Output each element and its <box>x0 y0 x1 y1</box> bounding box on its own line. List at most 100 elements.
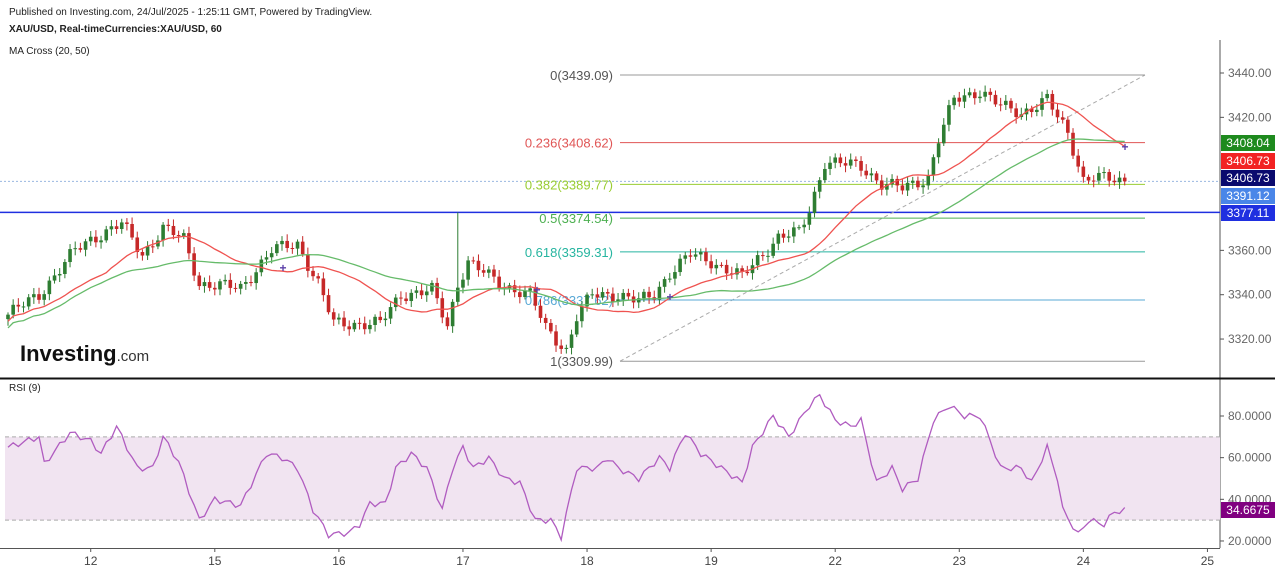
candle-body <box>337 317 341 320</box>
candle-body <box>218 281 222 290</box>
candle-body <box>585 294 589 307</box>
candle-body <box>972 92 977 99</box>
candle-body <box>47 280 52 295</box>
candle-body <box>678 258 682 273</box>
candle-body <box>1117 177 1122 183</box>
candle-body <box>78 248 83 250</box>
candle-body <box>202 282 207 287</box>
candle-body <box>42 294 46 300</box>
time-tick-label: 22 <box>829 554 843 568</box>
candle-body <box>1091 180 1096 182</box>
candle-body <box>600 292 605 298</box>
candle-body <box>1029 108 1034 113</box>
candle-body <box>1055 109 1060 118</box>
candle-body <box>616 299 620 302</box>
fib-level-label: 0.5(3374.54) <box>539 211 613 226</box>
candle-body <box>52 275 57 281</box>
candle-body <box>461 279 465 288</box>
candle-body <box>817 180 822 192</box>
candle-body <box>21 306 26 308</box>
candle-body <box>859 160 863 171</box>
candle-body <box>698 252 703 255</box>
candle-body <box>83 241 88 250</box>
rsi-label[interactable]: RSI (9) <box>9 383 41 394</box>
candle-body <box>962 95 967 102</box>
candle-body <box>823 168 827 181</box>
candle-body <box>1097 172 1101 181</box>
candle-body <box>740 268 744 272</box>
candle-body <box>430 282 434 292</box>
candle-body <box>99 240 103 243</box>
candle-body <box>264 257 269 260</box>
rsi-line <box>7 393 1126 543</box>
candle-body <box>662 279 667 287</box>
candle-body <box>26 297 31 307</box>
candle-body <box>864 170 869 176</box>
candle-body <box>492 269 496 277</box>
candle-body <box>879 180 884 190</box>
time-tick-label: 23 <box>953 554 967 568</box>
candle-body <box>967 92 972 96</box>
candle-body <box>140 252 145 256</box>
price-tick-label: 3420.00 <box>1228 110 1272 124</box>
candle-body <box>957 97 962 102</box>
candle-body <box>171 225 176 236</box>
candle-body <box>1050 93 1055 110</box>
price-tag-ma20: 3406.73 <box>1221 153 1275 169</box>
candle-body <box>549 322 553 332</box>
candle-body <box>249 282 253 284</box>
candle-body <box>150 246 155 248</box>
price-tick-label: 3440.00 <box>1228 66 1272 80</box>
candle-body <box>931 157 936 176</box>
ma-cross-marker: + <box>666 290 673 304</box>
candle-body <box>983 91 987 97</box>
candle-body <box>605 292 610 294</box>
candle-body <box>518 292 522 298</box>
candle-body <box>848 159 853 166</box>
candle-body <box>890 178 894 185</box>
candle-body <box>978 96 982 99</box>
candle-body <box>807 213 812 225</box>
candle-body <box>409 292 414 302</box>
rsi-tick-label: 20.0000 <box>1228 534 1272 548</box>
rsi-band <box>5 436 1220 521</box>
fib-level-label: 0.618(3359.31) <box>525 245 613 260</box>
candle-body <box>523 290 527 298</box>
candle-body <box>114 226 119 230</box>
candle-body <box>326 295 331 313</box>
candle-body <box>285 240 289 249</box>
time-tick-label: 18 <box>580 554 594 568</box>
rsi-value-tag: 34.6675 <box>1221 502 1275 518</box>
candle-body <box>709 261 713 269</box>
candle-body <box>73 248 78 250</box>
candle-body <box>471 260 476 262</box>
candle-body <box>533 288 538 306</box>
candle-body <box>352 322 357 330</box>
candle-body <box>497 276 501 289</box>
candle-body <box>197 275 202 287</box>
candle-body <box>1122 177 1127 182</box>
candle-body <box>424 291 429 296</box>
candle-body <box>388 307 393 319</box>
time-tick-label: 16 <box>332 554 346 568</box>
candle-body <box>16 304 21 307</box>
candle-body <box>6 314 10 320</box>
candle-body <box>543 317 548 323</box>
published-note: Published on Investing.com, 24/Jul/2025 … <box>9 7 373 18</box>
candle-body <box>595 294 600 298</box>
candle-body <box>94 236 98 243</box>
candle-body <box>564 347 569 349</box>
candle-body <box>693 254 698 257</box>
candle-body <box>885 184 889 190</box>
fib-level-label: 0.236(3408.62) <box>525 136 613 151</box>
candle-body <box>63 262 67 275</box>
indicator-label[interactable]: MA Cross (20, 50) <box>9 46 90 57</box>
price-tag-last: 3406.73 <box>1221 170 1275 186</box>
candle-body <box>145 246 150 256</box>
candle-body <box>838 157 843 164</box>
candle-body <box>238 283 243 289</box>
candle-body <box>311 270 315 277</box>
candle-body <box>941 124 946 144</box>
candle-body <box>755 255 760 266</box>
